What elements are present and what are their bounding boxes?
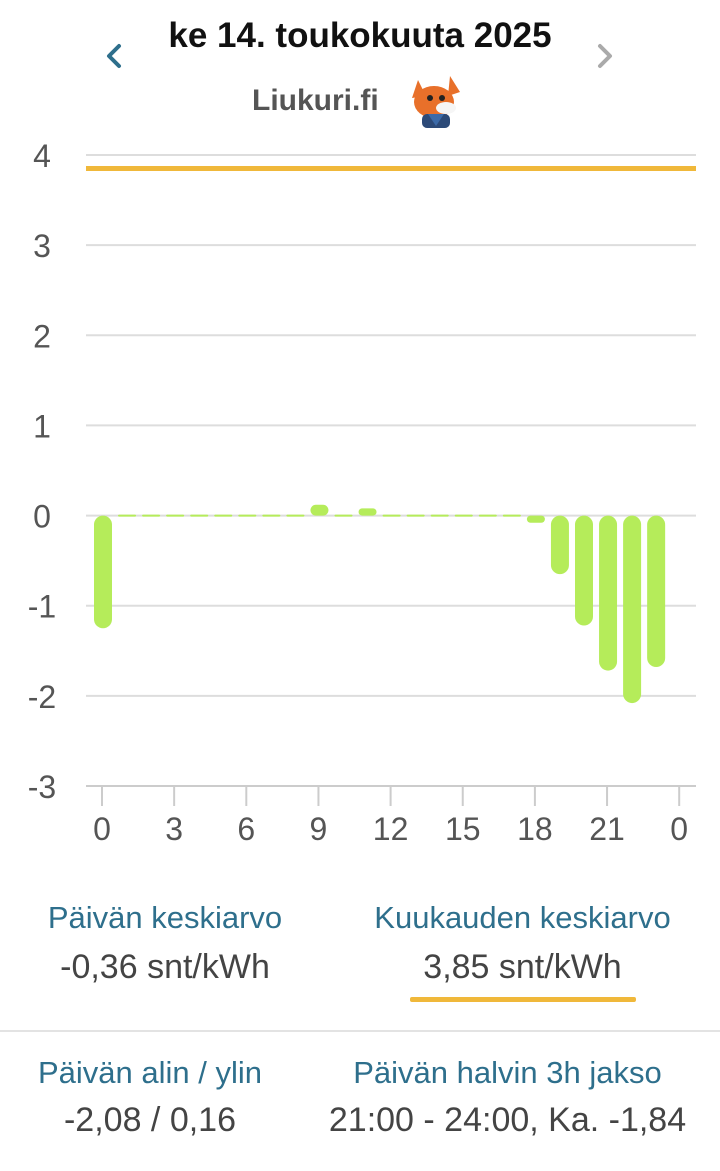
price-bar xyxy=(286,514,305,517)
chevron-right-icon xyxy=(598,44,612,68)
price-bar xyxy=(599,515,618,671)
min-max-label: Päivän alin / ylin xyxy=(37,1055,262,1090)
y-tick-label: -3 xyxy=(28,769,56,805)
divider xyxy=(0,1030,720,1032)
month-average-label: Kuukauden keskiarvo xyxy=(374,900,671,935)
cheapest-period: Päivän halvin 3h jakso 21:00 - 24:00, Ka… xyxy=(305,1055,710,1140)
stats-top: Päivän keskiarvo -0,36 snt/kWh Kuukauden… xyxy=(0,900,720,1020)
price-bar xyxy=(262,514,281,517)
next-day-button[interactable] xyxy=(585,34,625,78)
price-bar xyxy=(647,515,666,668)
x-tick-label: 0 xyxy=(93,811,111,847)
cheapest-period-label: Päivän halvin 3h jakso xyxy=(353,1055,662,1090)
day-average-value: -0,36 snt/kWh xyxy=(60,948,270,986)
month-average-legend-line xyxy=(409,997,636,1002)
brand-name: Liukuri.fi xyxy=(252,84,379,117)
day-average-label: Päivän keskiarvo xyxy=(47,900,283,935)
price-bar xyxy=(406,514,425,517)
price-bar xyxy=(623,515,642,704)
x-tick-label: 21 xyxy=(589,811,625,847)
price-bar xyxy=(478,514,497,517)
fox-mascot-logo xyxy=(406,76,466,130)
x-tick-label: 0 xyxy=(670,811,688,847)
cheapest-period-value: 21:00 - 24:00, Ka. -1,84 xyxy=(328,1101,687,1139)
y-tick-label: -1 xyxy=(28,589,56,625)
x-tick-label: 15 xyxy=(445,811,481,847)
y-tick-label: 3 xyxy=(33,228,51,264)
price-bar xyxy=(142,514,161,517)
price-bar xyxy=(550,515,569,575)
y-tick-label: 1 xyxy=(33,408,51,444)
price-bar xyxy=(166,514,185,517)
price-bar xyxy=(214,514,233,517)
x-tick-label: 12 xyxy=(373,811,409,847)
price-bar xyxy=(358,508,377,516)
price-bar xyxy=(382,514,401,517)
price-bar xyxy=(430,514,449,517)
price-bar xyxy=(190,514,209,517)
previous-day-button[interactable] xyxy=(94,34,134,78)
day-min-max: Päivän alin / ylin -2,08 / 0,16 xyxy=(5,1055,295,1140)
price-bar xyxy=(310,504,329,516)
price-bar xyxy=(94,515,112,629)
min-max-value: -2,08 / 0,16 xyxy=(63,1101,236,1139)
price-bar xyxy=(526,515,545,523)
day-average: Päivän keskiarvo -0,36 snt/kWh xyxy=(20,900,310,987)
month-average: Kuukauden keskiarvo 3,85 snt/kWh xyxy=(350,900,695,1002)
month-average-value: 3,85 snt/kWh xyxy=(423,948,622,986)
x-tick-label: 18 xyxy=(517,811,553,847)
x-tick-label: 6 xyxy=(237,811,255,847)
y-tick-label: -2 xyxy=(28,679,56,715)
price-bar xyxy=(334,514,353,517)
x-tick-label: 3 xyxy=(165,811,183,847)
chevron-left-icon xyxy=(107,44,121,68)
price-bar xyxy=(575,515,593,626)
y-tick-label: 4 xyxy=(33,140,51,174)
price-bar xyxy=(454,514,473,517)
y-tick-label: 2 xyxy=(33,318,51,354)
date-title: ke 14. toukokuuta 2025 xyxy=(168,16,552,55)
y-tick-label: 0 xyxy=(33,499,51,535)
x-tick-label: 9 xyxy=(310,811,328,847)
header: ke 14. toukokuuta 2025 Liukuri.fi xyxy=(0,0,720,140)
price-bar xyxy=(502,514,521,517)
price-bar xyxy=(118,514,137,517)
price-bar xyxy=(238,514,257,517)
